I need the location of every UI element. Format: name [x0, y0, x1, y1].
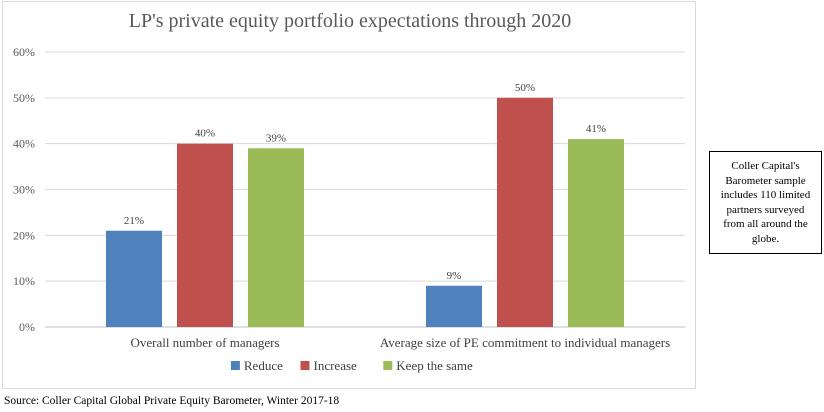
- legend-swatch: [300, 361, 310, 370]
- y-tick-label: 0%: [19, 320, 35, 334]
- data-label: 40%: [195, 128, 215, 140]
- legend-label: Increase: [314, 358, 358, 373]
- bar-increase: [177, 143, 233, 327]
- data-label: 50%: [515, 82, 535, 94]
- bars: [106, 97, 624, 327]
- legend-swatch: [230, 361, 240, 370]
- legend-label: Keep the same: [396, 358, 473, 373]
- chart-title: LP's private equity portfolio expectatio…: [129, 10, 571, 32]
- y-tick-label: 40%: [13, 137, 35, 151]
- data-label: 9%: [447, 270, 462, 282]
- y-tick-label: 50%: [13, 91, 35, 105]
- y-tick-label: 30%: [13, 183, 35, 197]
- bar-reduce: [426, 285, 482, 327]
- category-labels: Overall number of managers Average size o…: [130, 335, 670, 350]
- bar-keep-the-same: [568, 139, 624, 327]
- legend: Reduce Increase Keep the same: [230, 358, 473, 373]
- legend-label: Reduce: [244, 358, 283, 373]
- y-tick-label: 60%: [13, 45, 35, 59]
- data-label: 39%: [266, 132, 286, 144]
- data-label: 21%: [124, 215, 144, 227]
- sample-note-text: Coller Capital's Barometer sample includ…: [720, 160, 811, 245]
- y-tick-label: 20%: [13, 228, 35, 242]
- sample-note-box: Coller Capital's Barometer sample includ…: [709, 151, 822, 254]
- data-labels: 21% 40% 39% 9% 50% 41%: [124, 82, 606, 282]
- legend-swatch: [383, 361, 393, 370]
- y-axis-ticks: 0% 10% 20% 30% 40% 50% 60%: [13, 45, 35, 334]
- source-note: Source: Coller Capital Global Private Eq…: [4, 395, 340, 407]
- category-label: Average size of PE commitment to individ…: [380, 335, 670, 350]
- bar-reduce: [106, 230, 162, 327]
- category-label: Overall number of managers: [130, 335, 279, 350]
- y-tick-label: 10%: [13, 274, 35, 288]
- bar-increase: [497, 97, 553, 327]
- bar-keep-the-same: [248, 148, 304, 327]
- data-label: 41%: [586, 123, 606, 135]
